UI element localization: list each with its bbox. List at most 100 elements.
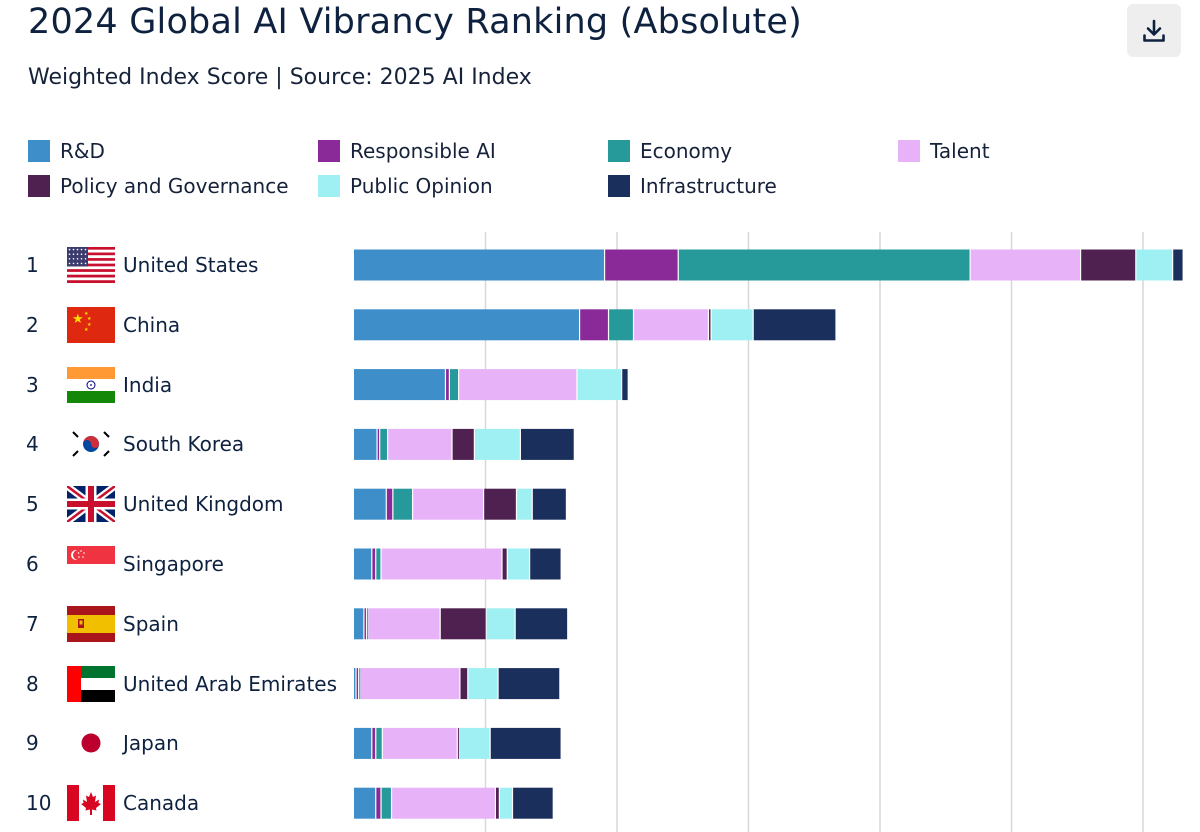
bar-segment-south-korea-randd[interactable] bbox=[354, 428, 377, 460]
legend-item-infrastructure[interactable]: Infrastructure bbox=[608, 171, 777, 201]
rank-label: 5 bbox=[26, 492, 39, 517]
bar-segment-united-arab-emirates-infrastructure[interactable] bbox=[498, 668, 560, 700]
bar-segment-india-randd[interactable] bbox=[354, 369, 445, 401]
bar-segment-spain-randd[interactable] bbox=[354, 608, 364, 640]
bar-segment-united-states-randd[interactable] bbox=[354, 249, 604, 281]
bar-segment-united-kingdom-responsible-ai[interactable] bbox=[386, 488, 393, 520]
bar-segment-japan-infrastructure[interactable] bbox=[490, 727, 561, 759]
bar-segment-japan-economy[interactable] bbox=[376, 727, 382, 759]
bar-segment-united-kingdom-talent[interactable] bbox=[413, 488, 483, 520]
bar-segment-united-states-talent[interactable] bbox=[970, 249, 1080, 281]
legend-label: Responsible AI bbox=[350, 139, 496, 163]
bar-segment-united-kingdom-public-opinion[interactable] bbox=[517, 488, 532, 520]
legend-item-policy-and-governance[interactable]: Policy and Governance bbox=[28, 171, 289, 201]
bar-segment-singapore-randd[interactable] bbox=[354, 548, 372, 580]
bar-segment-south-korea-responsible-ai[interactable] bbox=[377, 428, 380, 460]
ca-flag-icon bbox=[67, 785, 115, 822]
bar-segment-canada-infrastructure[interactable] bbox=[513, 787, 553, 819]
country-label: United Arab Emirates bbox=[123, 671, 338, 696]
legend-swatch bbox=[28, 175, 50, 197]
bar-segment-canada-economy[interactable] bbox=[381, 787, 391, 819]
bar-segment-india-infrastructure[interactable] bbox=[622, 369, 628, 401]
bar-segment-united-arab-emirates-randd[interactable] bbox=[354, 668, 356, 700]
bar-segment-singapore-economy[interactable] bbox=[376, 548, 381, 580]
bar-segment-united-states-public-opinion[interactable] bbox=[1136, 249, 1173, 281]
bar-segment-china-responsible-ai[interactable] bbox=[580, 309, 608, 341]
legend-label: Policy and Governance bbox=[60, 174, 289, 198]
bar-segment-spain-talent[interactable] bbox=[368, 608, 440, 640]
legend-swatch bbox=[898, 140, 920, 162]
legend-item-economy[interactable]: Economy bbox=[608, 136, 732, 166]
bar-segment-south-korea-infrastructure[interactable] bbox=[521, 428, 574, 460]
gb-flag-icon bbox=[67, 486, 115, 523]
bar-segment-canada-responsible-ai[interactable] bbox=[376, 787, 381, 819]
bar-segment-india-public-opinion[interactable] bbox=[577, 369, 622, 401]
download-button[interactable] bbox=[1127, 4, 1181, 57]
country-label: Japan bbox=[123, 731, 179, 756]
rank-label: 4 bbox=[26, 432, 39, 457]
bar-segment-japan-responsible-ai[interactable] bbox=[372, 727, 376, 759]
bar-segment-spain-economy[interactable] bbox=[367, 608, 369, 640]
es-flag-icon bbox=[67, 605, 115, 642]
bar-segment-united-kingdom-infrastructure[interactable] bbox=[532, 488, 566, 520]
bar-segment-china-infrastructure[interactable] bbox=[753, 309, 836, 341]
bar-segment-singapore-infrastructure[interactable] bbox=[530, 548, 561, 580]
bar-segment-spain-infrastructure[interactable] bbox=[515, 608, 568, 640]
legend-swatch bbox=[318, 175, 340, 197]
svg-text:★: ★ bbox=[84, 327, 89, 333]
svg-text:★: ★ bbox=[84, 311, 89, 317]
bar-segment-spain-responsible-ai[interactable] bbox=[364, 608, 366, 640]
bar-segment-singapore-talent[interactable] bbox=[381, 548, 502, 580]
bar-segment-canada-randd[interactable] bbox=[354, 787, 376, 819]
rank-label: 2 bbox=[26, 312, 39, 337]
bar-segment-japan-policy-and-governance[interactable] bbox=[457, 727, 459, 759]
bar-segment-canada-public-opinion[interactable] bbox=[499, 787, 512, 819]
bar-segment-united-states-economy[interactable] bbox=[678, 249, 970, 281]
bar-segment-singapore-public-opinion[interactable] bbox=[507, 548, 530, 580]
bar-segment-united-arab-emirates-public-opinion[interactable] bbox=[468, 668, 498, 700]
bar-segment-china-randd[interactable] bbox=[354, 309, 579, 341]
legend-label: Public Opinion bbox=[350, 174, 493, 198]
legend-item-talent[interactable]: Talent bbox=[898, 136, 990, 166]
bar-segment-singapore-policy-and-governance[interactable] bbox=[502, 548, 507, 580]
bar-segment-united-states-responsible-ai[interactable] bbox=[605, 249, 678, 281]
bar-segment-canada-talent[interactable] bbox=[392, 787, 495, 819]
legend-item-responsible-ai[interactable]: Responsible AI bbox=[318, 136, 496, 166]
bar-segment-japan-randd[interactable] bbox=[354, 727, 372, 759]
bar-segment-united-states-infrastructure[interactable] bbox=[1173, 249, 1183, 281]
country-label: Singapore bbox=[123, 552, 224, 576]
legend-item-public-opinion[interactable]: Public Opinion bbox=[318, 171, 493, 201]
ae-flag-icon bbox=[67, 665, 115, 702]
bar-segment-spain-policy-and-governance[interactable] bbox=[440, 608, 486, 640]
bar-segment-india-responsible-ai[interactable] bbox=[446, 369, 449, 401]
bar-segment-south-korea-policy-and-governance[interactable] bbox=[452, 428, 474, 460]
bar-segment-united-kingdom-policy-and-governance[interactable] bbox=[484, 488, 516, 520]
bar-segment-canada-policy-and-governance[interactable] bbox=[496, 787, 499, 819]
bar-segment-japan-talent[interactable] bbox=[382, 727, 457, 759]
bar-segment-china-talent[interactable] bbox=[634, 309, 708, 341]
legend-item-randd[interactable]: R&D bbox=[28, 136, 105, 166]
country-label: China bbox=[123, 312, 181, 337]
bar-segment-china-economy[interactable] bbox=[609, 309, 633, 341]
bar-segment-japan-public-opinion[interactable] bbox=[459, 727, 490, 759]
bar-segment-spain-public-opinion[interactable] bbox=[486, 608, 515, 640]
cn-flag-icon: ★ ★★★★ bbox=[67, 306, 115, 343]
bar-segment-united-kingdom-randd[interactable] bbox=[354, 488, 386, 520]
svg-text:★: ★ bbox=[87, 322, 92, 328]
bar-segment-united-arab-emirates-policy-and-governance[interactable] bbox=[460, 668, 468, 700]
bar-segment-india-talent[interactable] bbox=[459, 369, 577, 401]
bar-segment-india-economy[interactable] bbox=[449, 369, 458, 401]
bar-segment-south-korea-economy[interactable] bbox=[380, 428, 387, 460]
bar-segment-united-kingdom-economy[interactable] bbox=[393, 488, 412, 520]
bar-segment-south-korea-talent[interactable] bbox=[388, 428, 452, 460]
bar-segment-south-korea-public-opinion[interactable] bbox=[474, 428, 520, 460]
bar-segment-united-arab-emirates-responsible-ai[interactable] bbox=[356, 668, 359, 700]
chart-legend: R&D Responsible AI Economy Talent Policy and… bbox=[28, 136, 1188, 206]
bar-segment-china-public-opinion[interactable] bbox=[711, 309, 753, 341]
rank-label: 7 bbox=[26, 611, 39, 636]
bar-segment-united-states-policy-and-governance[interactable] bbox=[1081, 249, 1136, 281]
bar-segment-united-arab-emirates-talent[interactable] bbox=[360, 668, 460, 700]
bar-segment-china-policy-and-governance[interactable] bbox=[709, 309, 711, 341]
bar-segment-united-arab-emirates-economy[interactable] bbox=[359, 668, 361, 700]
bar-segment-singapore-responsible-ai[interactable] bbox=[372, 548, 376, 580]
